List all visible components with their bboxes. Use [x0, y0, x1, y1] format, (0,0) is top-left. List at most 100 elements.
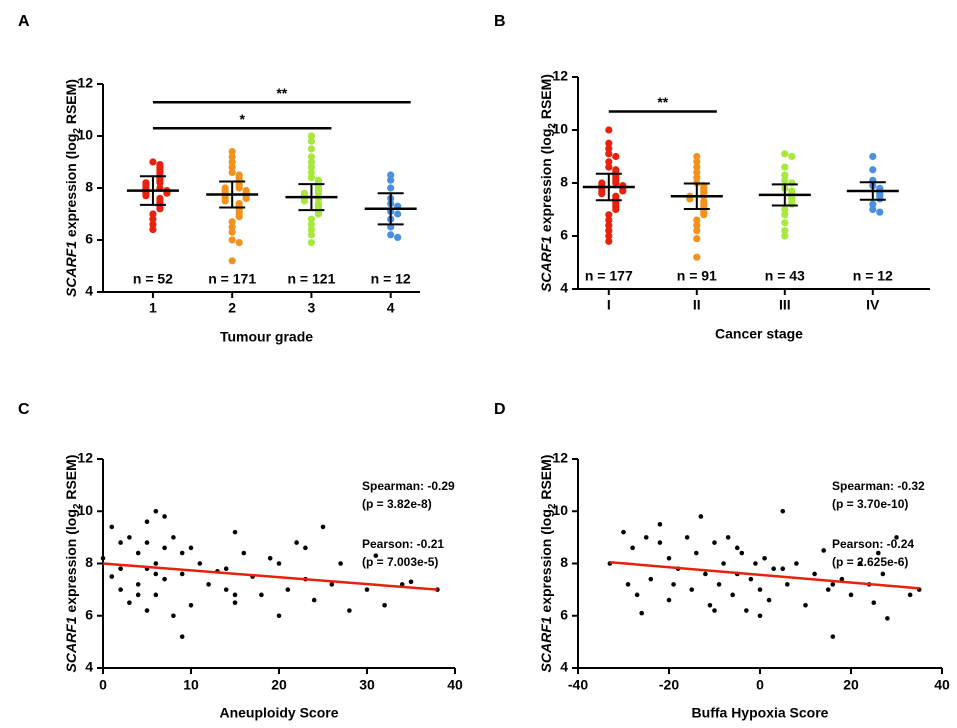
dot	[228, 163, 236, 171]
point	[135, 550, 141, 556]
x-tick-label: 20	[271, 677, 287, 693]
dot	[605, 237, 613, 245]
point	[730, 592, 735, 598]
n-label: n = 43	[765, 268, 805, 284]
fit-line	[609, 560, 920, 590]
x-tick-label: 2	[228, 300, 236, 316]
y-tick-label: 4	[560, 280, 568, 296]
x-tick-label: 30	[359, 677, 375, 693]
y-axis-label-part: expression (log	[63, 509, 79, 616]
point	[127, 535, 132, 540]
point	[794, 561, 799, 566]
dot	[235, 239, 243, 247]
dot	[149, 220, 157, 228]
dot	[242, 194, 250, 202]
x-tick-label: 0	[756, 677, 764, 693]
point	[338, 561, 343, 566]
annotation: Pearson: -0.24	[832, 537, 914, 551]
y-axis-label-part: RSEM)	[538, 74, 554, 123]
point	[621, 529, 626, 535]
point	[206, 582, 211, 587]
point	[171, 535, 176, 540]
point	[276, 561, 282, 566]
y-axis-label: SCARF1 expression (log2 RSEM)	[63, 455, 83, 673]
point	[839, 576, 845, 582]
dot	[307, 231, 316, 239]
y-tick-label: 4	[560, 659, 568, 675]
point	[171, 613, 176, 619]
point	[144, 519, 150, 524]
x-tick-label: II	[693, 297, 701, 313]
n-label: n = 91	[677, 268, 717, 284]
annotation: Pearson: -0.21	[362, 537, 444, 551]
point	[748, 576, 754, 582]
dot	[693, 158, 701, 166]
point	[698, 514, 704, 519]
n-label: n = 121	[287, 271, 335, 287]
dot	[693, 235, 701, 243]
dot	[307, 239, 316, 247]
point	[232, 600, 238, 605]
point	[821, 548, 826, 553]
point	[135, 582, 141, 587]
dot	[307, 137, 316, 145]
point	[785, 582, 790, 587]
x-tick-label: 10	[183, 677, 199, 693]
point	[721, 561, 726, 566]
point	[303, 545, 308, 551]
point	[757, 587, 763, 592]
point	[311, 597, 317, 603]
annotation: Spearman: -0.32	[832, 479, 925, 493]
x-axis-label: Cancer stage	[715, 326, 803, 342]
y-tick-label: 6	[560, 227, 568, 243]
dot	[781, 163, 789, 171]
dot	[605, 126, 613, 134]
annotation: (p = 3.82e-8)	[362, 497, 432, 511]
point	[694, 550, 699, 556]
point	[347, 608, 352, 613]
dot	[235, 184, 243, 192]
panel-letter: D	[494, 401, 506, 418]
dot	[869, 166, 877, 174]
dot	[781, 232, 789, 240]
y-axis-label: SCARF1 expression (log2 RSEM)	[538, 455, 558, 673]
y-tick-label: 6	[560, 606, 568, 622]
x-tick-label: 0	[99, 677, 107, 693]
point	[762, 555, 767, 561]
dot	[598, 190, 606, 198]
point	[857, 561, 863, 566]
x-tick-label: IV	[866, 297, 880, 313]
point	[657, 522, 663, 527]
point	[757, 613, 763, 619]
point	[657, 540, 663, 545]
dot	[394, 210, 402, 218]
dot	[781, 150, 789, 158]
y-tick-label: 4	[85, 283, 93, 299]
point	[382, 603, 387, 608]
point	[703, 571, 708, 577]
y-axis-label: SCARF1 expression (log2 RSEM)	[63, 79, 83, 297]
annotation: (p = 2.625e-6)	[832, 555, 908, 569]
fit-line	[102, 562, 438, 591]
point	[118, 566, 123, 572]
dot	[149, 158, 157, 166]
y-axis-label-part: 2	[547, 123, 558, 129]
y-axis-label-part: 2	[72, 503, 83, 509]
point	[285, 587, 291, 592]
dot	[605, 144, 613, 153]
dot	[221, 197, 229, 205]
point	[294, 540, 299, 545]
panel-letter: C	[18, 401, 30, 418]
point	[780, 566, 786, 572]
y-tick-label: 12	[77, 75, 93, 91]
dot	[876, 208, 884, 216]
dot	[605, 150, 613, 158]
x-tick-label: -40	[568, 677, 588, 693]
dot	[149, 210, 157, 218]
n-label: n = 12	[853, 268, 893, 284]
dot	[300, 197, 309, 205]
x-tick-label: III	[779, 297, 791, 313]
point	[739, 550, 745, 556]
y-tick-label: 12	[77, 450, 93, 466]
point	[639, 610, 644, 616]
